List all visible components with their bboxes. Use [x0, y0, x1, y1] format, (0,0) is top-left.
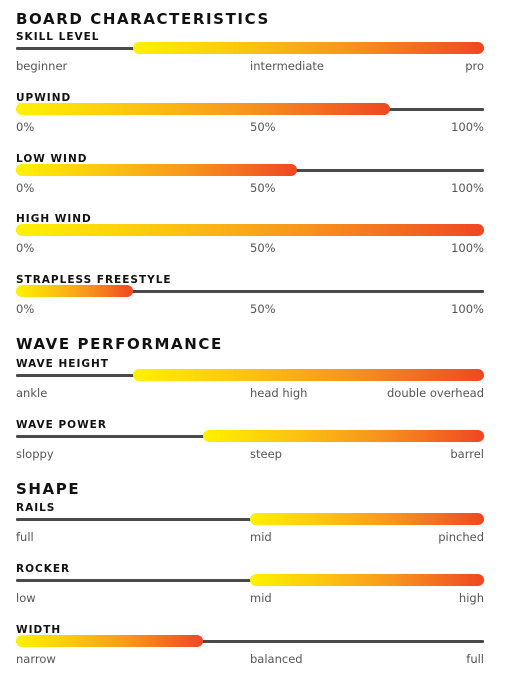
rating-rocker: ROCKER low mid high	[16, 563, 484, 605]
rating-high-wind: HIGH WIND 0% 50% 100%	[16, 213, 484, 255]
rating-fill	[16, 285, 133, 297]
tick-min: 0%	[16, 181, 35, 195]
rating-track	[16, 640, 484, 643]
tick-max: full	[466, 652, 484, 666]
tick-min: 0%	[16, 302, 35, 316]
rating-fill	[16, 635, 204, 647]
tick-min: low	[16, 591, 36, 605]
rating-label: HIGH WIND	[16, 213, 92, 225]
rating-label: ROCKER	[16, 563, 71, 575]
tick-min: full	[16, 530, 34, 544]
tick-max: 100%	[451, 181, 484, 195]
rating-fill	[250, 574, 484, 586]
rating-low-wind: LOW WIND 0% 50% 100%	[16, 153, 484, 195]
tick-max: double overhead	[386, 386, 484, 400]
tick-mid: 50%	[250, 181, 276, 195]
rating-strapless-freestyle: STRAPLESS FREESTYLE 0% 50% 100%	[16, 274, 484, 316]
rating-label: STRAPLESS FREESTYLE	[16, 274, 172, 286]
tick-mid: 50%	[250, 120, 276, 134]
tick-max: 100%	[451, 302, 484, 316]
tick-mid: balanced	[250, 652, 303, 666]
rating-fill	[16, 164, 297, 176]
rating-label: WAVE POWER	[16, 419, 107, 431]
tick-max: high	[458, 591, 484, 605]
tick-max: 100%	[451, 241, 484, 255]
rating-wave-power: WAVE POWER sloppy steep barrel	[16, 419, 484, 461]
tick-min: narrow	[16, 652, 56, 666]
rating-fill	[133, 42, 484, 54]
tick-mid: head high	[250, 386, 308, 400]
section-title-wave-performance: WAVE PERFORMANCE	[16, 335, 223, 353]
rating-fill	[133, 369, 484, 381]
tick-mid: mid	[250, 530, 272, 544]
rating-fill	[16, 103, 391, 115]
rating-label: WIDTH	[16, 624, 62, 636]
tick-max: pro	[465, 59, 484, 73]
tick-min: beginner	[16, 59, 68, 73]
tick-min: sloppy	[16, 447, 54, 461]
tick-min: 0%	[16, 120, 35, 134]
tick-min: ankle	[16, 386, 48, 400]
rating-fill	[250, 513, 484, 525]
rating-width: WIDTH narrow balanced full	[16, 624, 484, 666]
tick-mid: 50%	[250, 241, 276, 255]
rating-label: WAVE HEIGHT	[16, 358, 109, 370]
tick-mid: 50%	[250, 302, 276, 316]
tick-max: 100%	[451, 120, 484, 134]
rating-rails: RAILS full mid pinched	[16, 502, 484, 544]
rating-label: RAILS	[16, 502, 56, 514]
tick-mid: steep	[250, 447, 282, 461]
rating-fill	[16, 224, 484, 236]
rating-skill-level: SKILL LEVEL beginner intermediate pro	[16, 31, 484, 73]
tick-max: pinched	[438, 530, 484, 544]
rating-track	[16, 290, 484, 293]
section-title-shape: SHAPE	[16, 480, 81, 498]
section-title-board-characteristics: BOARD CHARACTERISTICS	[16, 10, 270, 28]
tick-mid: mid	[250, 591, 272, 605]
tick-min: 0%	[16, 241, 35, 255]
rating-label: SKILL LEVEL	[16, 31, 100, 43]
tick-mid: intermediate	[250, 59, 324, 73]
rating-label: LOW WIND	[16, 153, 88, 165]
tick-max: barrel	[450, 447, 484, 461]
rating-label: UPWIND	[16, 92, 72, 104]
rating-upwind: UPWIND 0% 50% 100%	[16, 92, 484, 134]
rating-fill	[203, 430, 484, 442]
rating-wave-height: WAVE HEIGHT ankle head high double overh…	[16, 358, 484, 400]
